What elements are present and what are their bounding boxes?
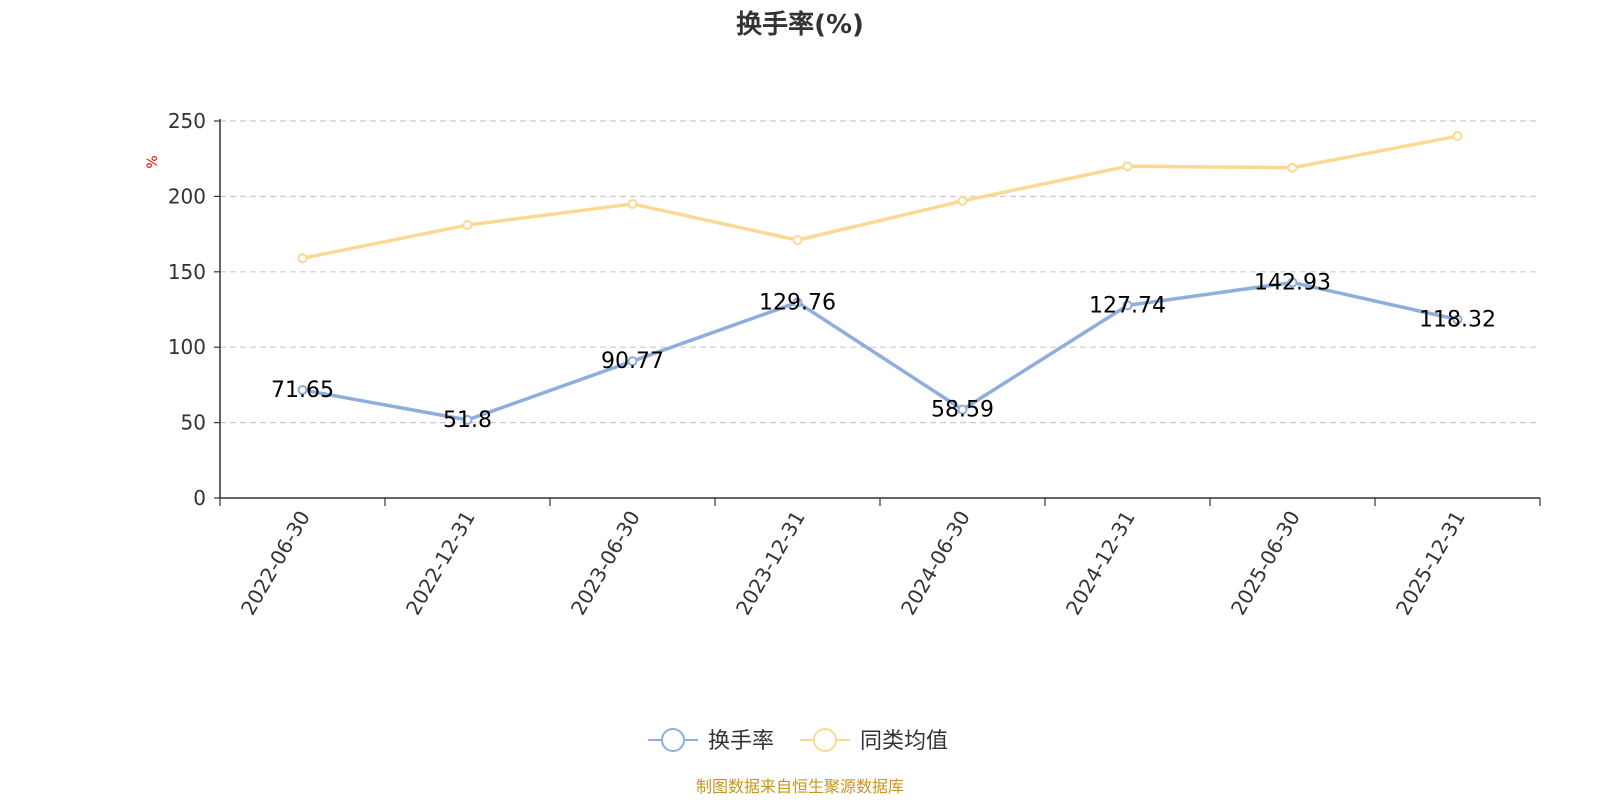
source-note: 制图数据来自恒生聚源数据库 [696,777,904,796]
data-label: 90.77 [601,349,664,374]
x-tick-label: 2022-12-31 [401,507,480,620]
y-tick-label: 0 [193,486,206,510]
data-label: 71.65 [271,378,334,403]
legend-marker [661,728,685,752]
data-point [1287,162,1298,173]
x-tick-label: 2025-06-30 [1226,507,1305,620]
data-point [297,253,308,264]
data-point [957,195,968,206]
x-tick-label: 2023-12-31 [731,507,810,620]
data-label: 127.74 [1089,293,1166,318]
chart-title: 换手率(%) [736,9,864,40]
y-tick-label: 150 [168,260,206,284]
legend: 换手率 同类均值 [648,728,948,754]
data-point [1452,314,1463,325]
x-tick-label: 2023-06-30 [566,507,645,620]
axes: 0 50 100 150 200 250 2022-06-30 2022-12-31 2023-… [168,109,1541,620]
series-group [297,131,1463,425]
x-tick-label: 2024-06-30 [896,507,975,620]
y-tick-label: 200 [168,184,206,208]
data-point [792,297,803,308]
x-tick-label: 2024-12-31 [1061,507,1140,620]
y-tick-label: 250 [168,109,206,133]
data-point [627,356,638,367]
x-tick-label: 2022-06-30 [236,507,315,620]
legend-label: 同类均值 [860,729,948,754]
data-point [1122,161,1133,172]
data-point [1122,300,1133,311]
data-label: 142.93 [1254,270,1331,295]
data-label: 51.8 [443,408,492,433]
data-label: 58.59 [931,398,994,423]
gridlines [220,120,1540,424]
data-point [792,235,803,246]
legend-label: 换手率 [708,729,774,754]
data-point [462,414,473,425]
data-label: 129.76 [759,290,836,315]
data-point [462,220,473,231]
legend-marker [813,728,837,752]
data-point [297,384,308,395]
data-point [1287,277,1298,288]
legend-item: 同类均值 [800,728,948,754]
y-tick-label: 100 [168,335,206,359]
data-point [627,198,638,209]
data-point [1452,131,1463,142]
data-labels: 71.65 51.8 90.77 129.76 58.59 127.74 142.93 118… [271,270,1496,432]
series-line [302,280,1458,422]
data-label: 118.32 [1419,308,1496,333]
series-line [302,134,1458,260]
legend-item: 换手率 [648,728,774,754]
data-point [957,404,968,415]
y-axis-unit-label: % [145,155,161,168]
x-tick-label: 2025-12-31 [1391,507,1470,620]
y-tick-label: 50 [181,411,206,435]
